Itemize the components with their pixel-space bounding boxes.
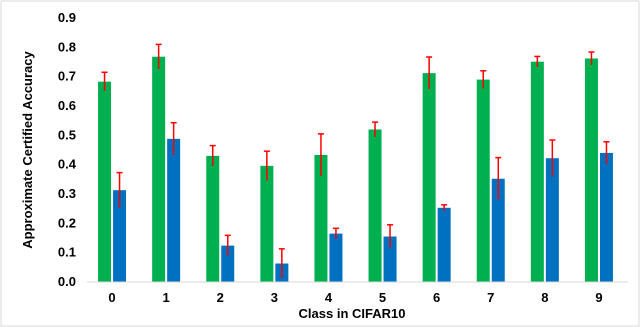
x-tick-label: 3 [271, 290, 278, 305]
error-bar-series-1-class-8 [534, 55, 541, 67]
x-axis-title: Class in CIFAR10 [299, 306, 406, 321]
bar-series-1-class-3 [260, 165, 274, 282]
bar-series-2-class-9 [599, 152, 613, 282]
error-bar-series-1-class-7 [480, 70, 487, 89]
bar-series-1-class-4 [314, 154, 328, 282]
x-tick-label: 0 [108, 290, 115, 305]
error-bar-series-2-class-9 [603, 141, 610, 165]
error-bar-series-2-class-8 [549, 139, 556, 177]
y-tick-label: 0.3 [58, 186, 76, 201]
bar-series-1-class-5 [368, 129, 382, 282]
x-tick-label: 7 [487, 290, 494, 305]
bar-series-2-class-4 [329, 233, 343, 282]
error-bars [101, 43, 610, 279]
bar-series-1-class-9 [584, 58, 598, 283]
x-tick-label: 1 [163, 290, 170, 305]
error-bar-series-1-class-6 [426, 56, 433, 90]
y-tick-label: 0.6 [58, 98, 76, 113]
x-tick-label: 4 [325, 290, 333, 305]
error-bar-series-2-class-3 [278, 248, 285, 279]
y-tick-label: 0.5 [58, 127, 76, 142]
error-bar-series-2-class-0 [116, 171, 123, 208]
error-bar-series-2-class-4 [332, 227, 339, 239]
y-axis-title: Approximate Certified Accuracy [20, 51, 35, 249]
x-tick-label: 8 [541, 290, 548, 305]
bar-series-2-class-0 [113, 190, 127, 282]
bar-series-1-class-2 [206, 155, 220, 282]
bar-series-1-class-7 [476, 79, 490, 282]
error-bar-series-2-class-2 [224, 234, 231, 256]
x-tick-label: 2 [217, 290, 224, 305]
error-bar-series-2-class-5 [387, 224, 394, 249]
error-bar-series-1-class-5 [372, 121, 379, 137]
x-tick-label: 6 [433, 290, 440, 305]
error-bar-series-2-class-7 [495, 156, 502, 200]
error-bar-series-1-class-3 [263, 150, 270, 181]
error-bar-series-2-class-6 [441, 204, 448, 211]
bar-series-1-class-1 [152, 56, 166, 282]
bar-series-2-class-8 [545, 158, 559, 282]
y-tick-label: 0.2 [58, 215, 76, 230]
y-tick-label: 0.9 [58, 10, 76, 25]
error-bar-series-1-class-1 [155, 43, 162, 70]
y-tick-labels: 0.0 0.1 0.2 0.3 0.4 0.5 0.6 0.7 0.8 0.9 [58, 10, 77, 289]
bar-series-2-class-6 [437, 207, 451, 282]
bar-series-1-class-6 [422, 73, 436, 282]
bar-series-2-class-2 [221, 245, 235, 282]
error-bar-series-1-class-0 [101, 71, 108, 92]
bar-series-2-class-7 [491, 178, 505, 282]
error-bar-series-1-class-4 [317, 133, 324, 177]
bars [98, 56, 613, 283]
x-tick-label: 9 [595, 290, 602, 305]
error-bar-series-2-class-1 [170, 121, 177, 155]
y-tick-label: 0.0 [58, 274, 76, 289]
bar-series-2-class-5 [383, 236, 397, 282]
y-tick-label: 0.7 [58, 69, 76, 84]
bar-series-1-class-8 [530, 61, 544, 282]
bar-series-1-class-0 [98, 81, 112, 282]
x-tick-labels: 0 1 2 3 4 5 6 7 8 9 [108, 290, 602, 305]
y-tick-label: 0.4 [58, 157, 77, 172]
bar-series-2-class-1 [167, 138, 181, 282]
y-tick-label: 0.8 [58, 39, 76, 54]
error-bar-series-1-class-9 [588, 51, 595, 65]
y-tick-label: 0.1 [58, 245, 76, 260]
x-tick-label: 5 [379, 290, 386, 305]
error-bar-series-1-class-2 [209, 144, 216, 167]
